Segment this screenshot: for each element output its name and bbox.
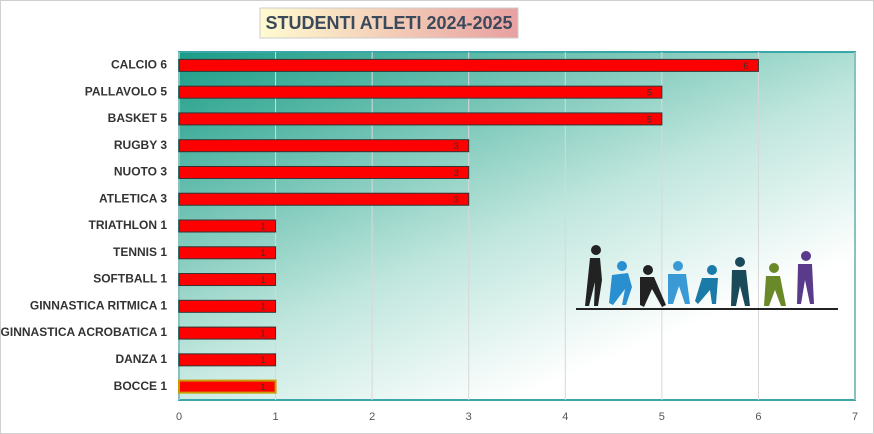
category-label: ATLETICA 3 xyxy=(99,191,167,205)
x-tick-label: 2 xyxy=(369,411,375,423)
value-label: 1 xyxy=(261,302,266,312)
bar xyxy=(178,246,277,260)
bar xyxy=(178,273,277,287)
value-label: 3 xyxy=(454,141,459,151)
sports-silhouettes xyxy=(576,245,838,310)
bar xyxy=(178,85,663,99)
value-label: 3 xyxy=(454,168,459,178)
value-label: 1 xyxy=(261,248,266,258)
bar xyxy=(178,353,277,367)
x-tick-label: 6 xyxy=(755,411,761,423)
bar xyxy=(178,379,277,394)
category-label: CALCIO 6 xyxy=(111,58,167,72)
chart-title: STUDENTI ATLETI 2024-2025 xyxy=(265,13,512,33)
value-label: 1 xyxy=(261,221,266,231)
bar xyxy=(178,192,470,206)
category-label: TENNIS 1 xyxy=(113,245,167,259)
x-tick-label: 3 xyxy=(466,411,472,423)
title-box xyxy=(259,7,519,39)
category-label: RUGBY 3 xyxy=(114,138,167,152)
plot-area xyxy=(178,51,856,401)
category-label: PALLAVOLO 5 xyxy=(85,84,168,98)
x-tick-label: 1 xyxy=(273,411,279,423)
category-label: NUOTO 3 xyxy=(114,165,167,179)
value-label: 1 xyxy=(261,275,266,285)
category-label: TRIATHLON 1 xyxy=(89,218,168,232)
bar xyxy=(178,112,663,126)
bar xyxy=(178,326,277,340)
value-label: 1 xyxy=(261,355,266,365)
category-label: BASKET 5 xyxy=(108,111,168,125)
x-tick-label: 7 xyxy=(852,411,858,423)
bar xyxy=(178,219,277,233)
value-label: 6 xyxy=(743,61,748,71)
value-label: 1 xyxy=(261,382,266,392)
bar xyxy=(178,58,759,72)
value-label: 3 xyxy=(454,195,459,205)
value-label: 5 xyxy=(647,114,652,124)
x-tick-label: 0 xyxy=(176,411,182,423)
bar xyxy=(178,165,470,179)
x-tick-label: 5 xyxy=(659,411,665,423)
value-label: 1 xyxy=(261,328,266,338)
category-label: DANZA 1 xyxy=(115,352,167,366)
bar xyxy=(178,299,277,313)
category-label: GINNASTICA ACROBATICA 1 xyxy=(1,325,168,339)
value-label: 5 xyxy=(647,88,652,98)
category-label: SOFTBALL 1 xyxy=(93,272,167,286)
x-tick-label: 4 xyxy=(562,411,568,423)
bar xyxy=(178,139,470,153)
category-label: BOCCE 1 xyxy=(114,379,168,393)
category-label: GINNASTICA RITMICA 1 xyxy=(30,298,167,312)
